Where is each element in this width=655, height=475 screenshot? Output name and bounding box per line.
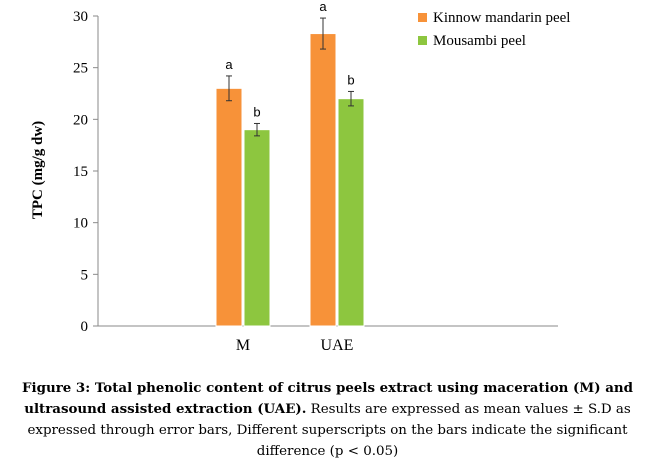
y-tick-label: 20: [73, 112, 88, 128]
y-tick-label: 10: [73, 216, 88, 232]
x-axis: M UAE: [98, 325, 558, 354]
legend-label: Mousambi peel: [433, 33, 526, 49]
y-tick-label: 25: [73, 61, 88, 77]
y-tick-label: 15: [73, 164, 88, 180]
bar: [337, 98, 365, 327]
legend-label: Kinnow mandarin peel: [433, 10, 570, 26]
bar: [215, 87, 243, 327]
caption-text: Results are expressed as mean values ± S…: [27, 402, 631, 459]
bar-chart: 0 5 10 15 20 25 30 M UAE a b a b TPC (mg/g dw) Kin…: [30, 0, 570, 354]
bar: [309, 33, 337, 327]
y-tick-label: 0: [81, 319, 89, 335]
bar: [243, 129, 271, 327]
significance-label: b: [347, 72, 354, 87]
significance-label: a: [319, 0, 327, 14]
y-axis-title: TPC (mg/g dw): [30, 121, 46, 219]
x-category-label: UAE: [321, 337, 354, 354]
bars: a b a b: [215, 0, 365, 327]
legend: Kinnow mandarin peel Mousambi peel: [418, 10, 570, 49]
figure-caption: Figure 3: Total phenolic content of citr…: [10, 378, 645, 462]
caption-title: Figure 3: Total phenolic content of citr…: [22, 380, 633, 417]
legend-swatch: [418, 36, 427, 45]
y-axis: 0 5 10 15 20 25 30: [73, 9, 99, 335]
significance-label: b: [253, 104, 260, 119]
x-category-label: M: [236, 337, 250, 354]
significance-label: a: [225, 57, 233, 72]
y-tick-label: 5: [81, 267, 89, 283]
y-tick-label: 30: [73, 9, 88, 25]
legend-swatch: [418, 13, 427, 22]
